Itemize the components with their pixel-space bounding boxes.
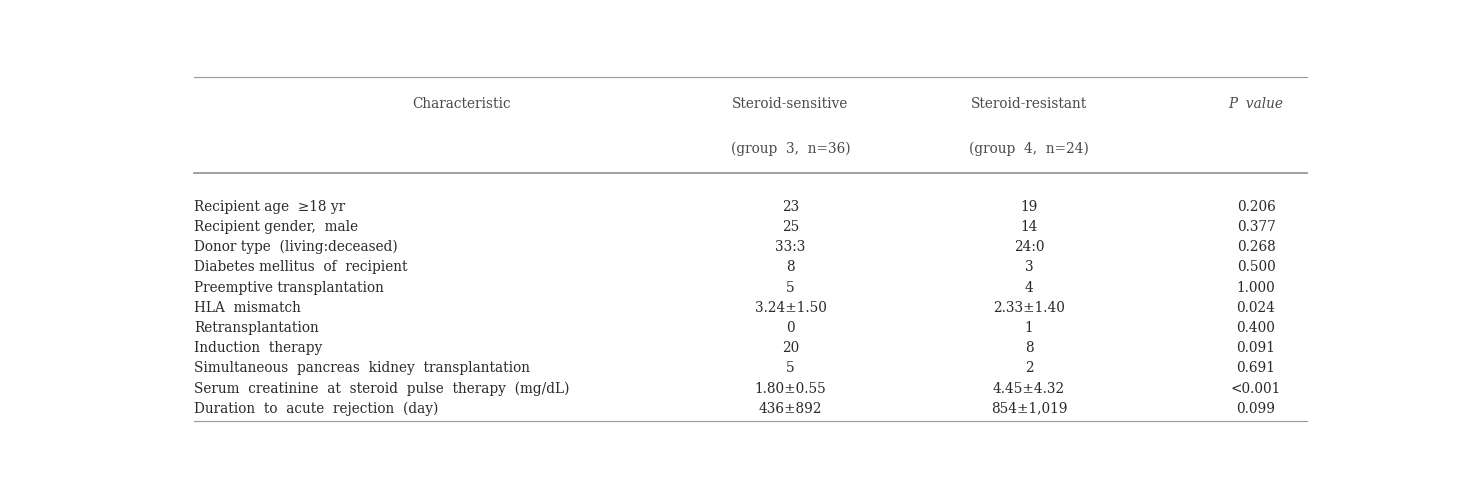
Text: 5: 5	[787, 280, 795, 294]
Text: HLA  mismatch: HLA mismatch	[195, 300, 302, 314]
Text: 3.24±1.50: 3.24±1.50	[754, 300, 826, 314]
Text: 4.45±4.32: 4.45±4.32	[993, 381, 1065, 395]
Text: 0: 0	[787, 320, 795, 334]
Text: 0.268: 0.268	[1236, 240, 1276, 253]
Text: (group  4,  n=24): (group 4, n=24)	[968, 141, 1088, 156]
Text: Duration  to  acute  rejection  (day): Duration to acute rejection (day)	[195, 401, 440, 415]
Text: Preemptive transplantation: Preemptive transplantation	[195, 280, 384, 294]
Text: (group  3,  n=36): (group 3, n=36)	[731, 141, 850, 156]
Text: 23: 23	[782, 199, 800, 213]
Text: 5: 5	[787, 360, 795, 374]
Text: 8: 8	[787, 260, 795, 274]
Text: 1: 1	[1024, 320, 1033, 334]
Text: 0.024: 0.024	[1236, 300, 1276, 314]
Text: 4: 4	[1024, 280, 1033, 294]
Text: 14: 14	[1020, 219, 1037, 233]
Text: 33:3: 33:3	[775, 240, 806, 253]
Text: P  value: P value	[1229, 97, 1283, 111]
Text: 0.099: 0.099	[1236, 401, 1276, 415]
Text: Serum  creatinine  at  steroid  pulse  therapy  (mg/dL): Serum creatinine at steroid pulse therap…	[195, 381, 570, 395]
Text: Recipient age  ≥18 yr: Recipient age ≥18 yr	[195, 199, 346, 213]
Text: Induction  therapy: Induction therapy	[195, 340, 322, 354]
Text: Steroid-sensitive: Steroid-sensitive	[732, 97, 848, 111]
Text: 3: 3	[1024, 260, 1033, 274]
Text: Retransplantation: Retransplantation	[195, 320, 319, 334]
Text: 24:0: 24:0	[1014, 240, 1045, 253]
Text: 1.000: 1.000	[1236, 280, 1276, 294]
Text: 0.500: 0.500	[1236, 260, 1276, 274]
Text: Diabetes mellitus  of  recipient: Diabetes mellitus of recipient	[195, 260, 407, 274]
Text: 20: 20	[782, 340, 800, 354]
Text: Recipient gender,  male: Recipient gender, male	[195, 219, 359, 233]
Text: 25: 25	[782, 219, 800, 233]
Text: 0.377: 0.377	[1236, 219, 1276, 233]
Text: <0.001: <0.001	[1231, 381, 1282, 395]
Text: 854±1,019: 854±1,019	[990, 401, 1067, 415]
Text: 8: 8	[1024, 340, 1033, 354]
Text: 2: 2	[1024, 360, 1033, 374]
Text: 2.33±1.40: 2.33±1.40	[993, 300, 1065, 314]
Text: 0.400: 0.400	[1236, 320, 1276, 334]
Text: 436±892: 436±892	[759, 401, 822, 415]
Text: 1.80±0.55: 1.80±0.55	[754, 381, 826, 395]
Text: 0.091: 0.091	[1236, 340, 1276, 354]
Text: 19: 19	[1020, 199, 1037, 213]
Text: Steroid-resistant: Steroid-resistant	[971, 97, 1087, 111]
Text: 0.691: 0.691	[1236, 360, 1276, 374]
Text: Donor type  (living:deceased): Donor type (living:deceased)	[195, 240, 398, 254]
Text: Characteristic: Characteristic	[412, 97, 511, 111]
Text: 0.206: 0.206	[1236, 199, 1276, 213]
Text: Simultaneous  pancreas  kidney  transplantation: Simultaneous pancreas kidney transplanta…	[195, 360, 530, 374]
